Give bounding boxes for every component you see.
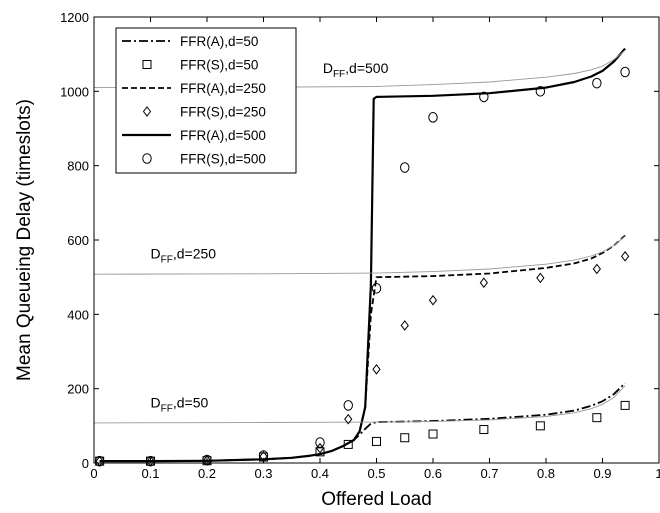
y-tick-label-7: 1200 <box>60 10 89 25</box>
series-4-point-6 <box>344 413 353 425</box>
x-tick-label-9: 0.8 <box>537 466 555 481</box>
x-tick-label-1: 0 <box>90 466 97 481</box>
x-tick-label-8: 0.7 <box>480 466 498 481</box>
series-2-point-9 <box>428 429 438 439</box>
series-6-point-1 <box>94 455 105 467</box>
y-tick-label-1: 0 <box>82 456 89 471</box>
annotation-2-rest: ,d=250 <box>173 246 216 262</box>
x-tick-label-6: 0.5 <box>367 466 385 481</box>
x-tick-label-11: 1 <box>655 466 660 481</box>
annotation-1-rest: ,d=500 <box>345 60 388 76</box>
y-tick-label-2: 200 <box>67 382 89 397</box>
annotation-1-main: D <box>323 60 333 76</box>
series-4-point-8 <box>400 320 409 331</box>
legend-swatch-6 <box>142 153 152 164</box>
legend-label-4: FFR(S),d=250 <box>180 105 266 120</box>
legend-label-1: FFR(A),d=50 <box>180 34 258 49</box>
series-4-point-7 <box>372 364 381 375</box>
series-6-point-5 <box>315 437 325 448</box>
legend-label-3: FFR(A),d=250 <box>180 81 266 96</box>
legend-label-5: FFR(A),d=500 <box>180 128 266 143</box>
series-6-point-12 <box>592 77 602 89</box>
series-2-point-12 <box>592 413 602 423</box>
legend-label-2: FFR(S),d=50 <box>180 58 258 73</box>
y-axis-title: Mean Queueing Delay (timeslots) <box>14 99 35 381</box>
series-2-point-13 <box>620 400 630 410</box>
x-tick-label-10: 0.9 <box>593 466 611 481</box>
marker-layer <box>94 66 630 467</box>
series-2-point-11 <box>535 421 545 431</box>
series-6-point-7 <box>371 283 382 294</box>
y-tick-label-5: 800 <box>67 159 89 174</box>
y-tick-label-3: 400 <box>67 307 89 322</box>
legend-swatch-4 <box>142 106 152 117</box>
series-4-point-9 <box>428 294 438 306</box>
series-6-point-2 <box>145 455 156 467</box>
series-4-point-13 <box>620 251 630 262</box>
legend-label-6: FFR(S),d=500 <box>180 152 266 167</box>
annotation-3-rest: ,d=50 <box>173 394 209 410</box>
annotation-1-subscript: FF <box>333 69 345 80</box>
x-tick-label-7: 0.6 <box>424 466 442 481</box>
x-tick-label-3: 0.2 <box>198 466 216 481</box>
series-4-point-12 <box>592 263 601 275</box>
series-2-point-7 <box>372 436 381 446</box>
x-axis-title: Offered Load <box>321 489 432 510</box>
annotation-3: DFF,d=50 <box>151 394 209 414</box>
legend-box <box>115 27 297 174</box>
series-2-point-10 <box>479 425 489 435</box>
series-6-point-3 <box>202 454 212 466</box>
series-2-point-6 <box>343 439 353 449</box>
legend: FFR(A),d=50 FFR(S),d=50 FFR(A),d=250 FFR(S)… <box>115 27 297 174</box>
x-tick-label-2: 0.1 <box>141 466 159 481</box>
series-4-point-10 <box>479 277 488 289</box>
annotation-1: DFF,d=500 <box>323 60 389 80</box>
series-4-point-11 <box>536 272 545 284</box>
annotation-2-main: D <box>151 246 161 262</box>
reference-line-8 <box>93 235 626 275</box>
series-line-5 <box>99 47 626 463</box>
x-tick-label-5: 0.4 <box>311 466 329 481</box>
legend-swatch-2 <box>142 60 152 69</box>
series-6-point-6 <box>343 400 353 411</box>
reference-line-9 <box>93 50 626 89</box>
series-6-point-13 <box>620 66 630 78</box>
series-2-point-8 <box>400 433 410 443</box>
series-6-point-11 <box>535 86 546 97</box>
axes: 0 0.1 0.2 0.3 0.4 0.5 0.6 0.7 0.8 0.9 1 0 200 400 600 8… <box>60 10 660 481</box>
series-6-point-10 <box>479 91 489 103</box>
reference-line-7 <box>93 385 626 424</box>
annotation-3-subscript: FF <box>161 403 173 414</box>
plot-area <box>93 47 626 463</box>
y-tick-label-6: 1000 <box>60 84 89 99</box>
y-tick-label-4: 600 <box>67 233 89 248</box>
annotation-2-subscript: FF <box>161 255 173 266</box>
annotation-2: DFF,d=250 <box>151 246 217 266</box>
series-6-point-8 <box>400 162 410 173</box>
x-tick-label-4: 0.3 <box>254 466 272 481</box>
annotation-3-main: D <box>151 394 161 410</box>
series-6-point-9 <box>428 112 438 123</box>
